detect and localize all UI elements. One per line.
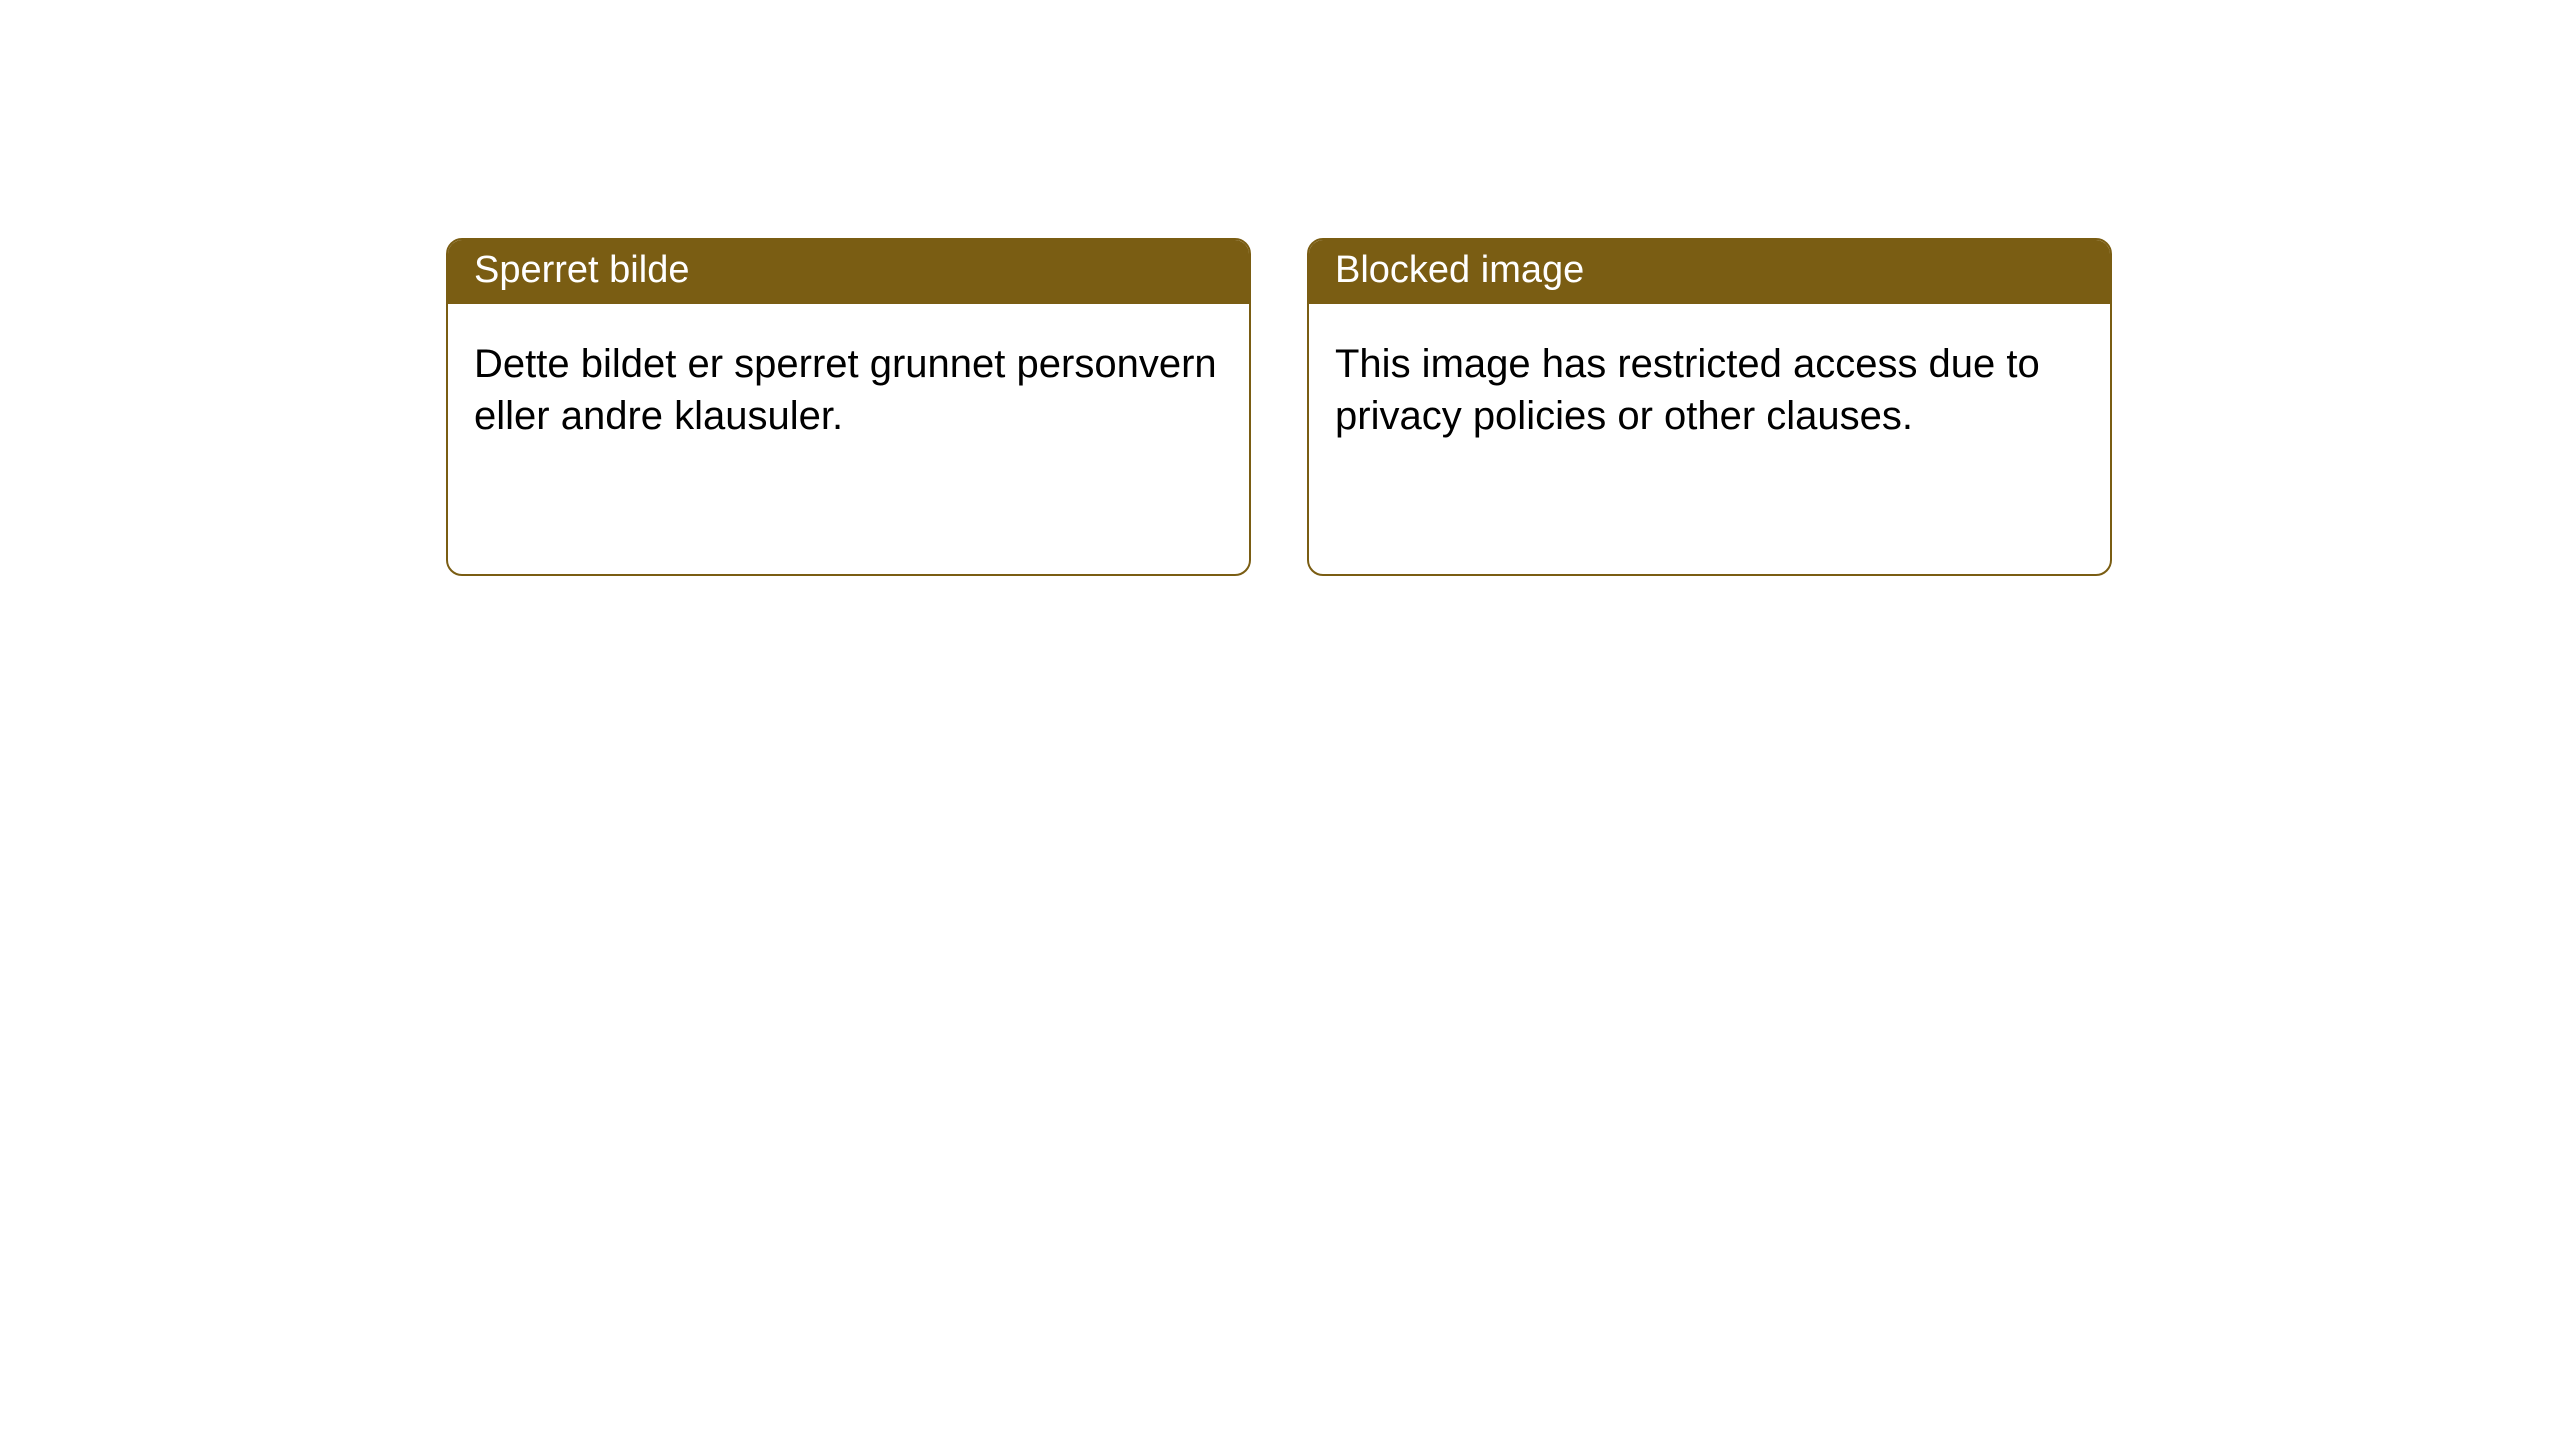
- notice-body: Dette bildet er sperret grunnet personve…: [448, 304, 1249, 478]
- notice-header: Blocked image: [1309, 240, 2110, 304]
- notice-text: This image has restricted access due to …: [1335, 342, 2040, 439]
- notice-box-norwegian: Sperret bilde Dette bildet er sperret gr…: [446, 238, 1251, 576]
- notice-container: Sperret bilde Dette bildet er sperret gr…: [0, 0, 2560, 576]
- notice-title: Blocked image: [1335, 249, 1584, 291]
- notice-text: Dette bildet er sperret grunnet personve…: [474, 342, 1217, 439]
- notice-box-english: Blocked image This image has restricted …: [1307, 238, 2112, 576]
- notice-header: Sperret bilde: [448, 240, 1249, 304]
- notice-body: This image has restricted access due to …: [1309, 304, 2110, 478]
- notice-title: Sperret bilde: [474, 249, 689, 291]
